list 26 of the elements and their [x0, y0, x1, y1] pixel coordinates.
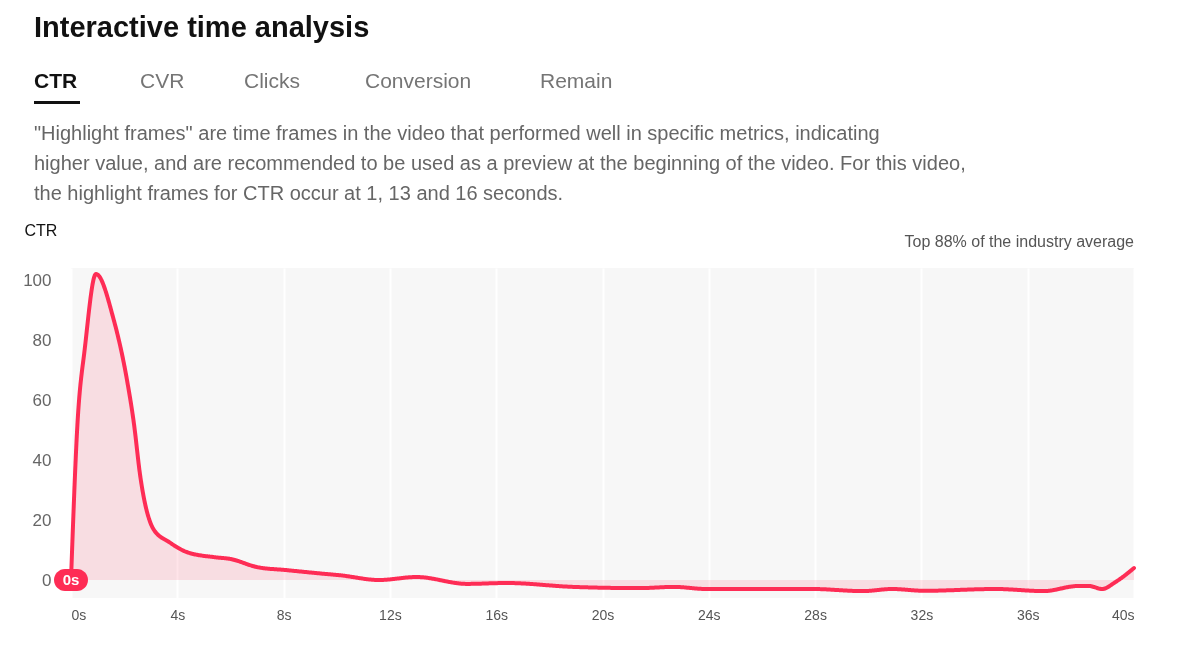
y-axis-title: CTR — [24, 221, 58, 239]
text: Remain — [540, 69, 613, 92]
y-tick-label: 100 — [23, 270, 52, 290]
y-tick-label: 20 — [32, 510, 52, 530]
x-tick-label: 32s — [910, 606, 934, 623]
y-tick-label: 60 — [32, 390, 52, 410]
text: Top 88% of the industry average — [904, 233, 1135, 250]
text: Clicks — [244, 69, 300, 92]
x-tick-label: 36s — [1016, 606, 1040, 623]
y-tick-label: 0 — [42, 570, 52, 590]
x-tick-label: 8s — [276, 606, 292, 623]
y-tick-label: 80 — [32, 330, 52, 350]
chart-subtitle: "Highlight frames" are time frames in the video that performed well in specific metrics, indicating higher value, and are recommended to be used as a preview at the beginning of the video. For this video, the highlight frames for CTR occur at 1, 13 and 16 seconds. — [34, 122, 966, 204]
x-tick-label: 16s — [485, 606, 508, 623]
text: Conversion — [365, 69, 472, 92]
x-tick-label: 12s — [379, 606, 402, 623]
x-tick-label: 40s — [1111, 606, 1135, 623]
x-tick-label: 4s — [170, 606, 186, 623]
x-tick-label: 28s — [804, 606, 827, 623]
text: CVR — [140, 69, 185, 92]
chart-title: Interactive time analysis — [34, 11, 370, 43]
y-tick-label: 40 — [32, 450, 52, 470]
x-tick-label: 20s — [591, 606, 615, 623]
text: CTR — [34, 69, 78, 92]
x-tick-label: 24s — [698, 606, 721, 623]
x-tick-label: 0s — [71, 606, 87, 623]
